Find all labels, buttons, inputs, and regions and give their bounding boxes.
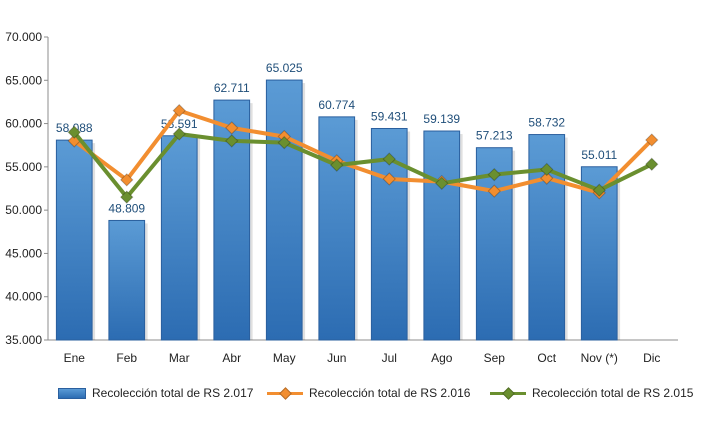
legend-line-swatch-2016: [267, 387, 303, 399]
bar-data-label: 59.431: [371, 109, 408, 123]
line-marker-point: [330, 158, 344, 172]
x-tick-label: Nov (*): [581, 351, 618, 365]
line-marker-point: [172, 103, 186, 118]
x-tick-label: Oct: [537, 351, 556, 365]
bar-data-label: 55.011: [581, 148, 617, 162]
y-tick-label: 50.000: [5, 203, 42, 217]
bar-data-labels: 58.08848.80958.59162.71165.02560.77459.4…: [56, 61, 618, 215]
bar: [55, 139, 93, 341]
legend: Recolección total de RS 2.017 Recolecció…: [0, 383, 724, 403]
bar-data-label: 58.732: [528, 116, 565, 130]
legend-item-2016: Recolección total de RS 2.016: [267, 383, 470, 403]
legend-label-2016: Recolección total de RS 2.016: [309, 386, 471, 400]
x-tick-label: Jun: [327, 351, 346, 365]
legend-bar-swatch: [58, 387, 86, 399]
x-tick-label: May: [273, 351, 296, 365]
line-marker-point: [277, 135, 291, 150]
x-tick-label: Jul: [382, 351, 397, 365]
line-marker-point: [225, 121, 239, 135]
line-marker-point: [487, 184, 501, 198]
line-marker-point: [540, 171, 554, 185]
x-tick-label: Feb: [116, 351, 137, 365]
legend-item-2015: Recolección total de RS 2.015: [490, 383, 693, 403]
x-tick-label: Dic: [643, 351, 660, 365]
x-tick-label: Abr: [222, 351, 241, 365]
y-tick-label: 40.000: [5, 290, 42, 304]
x-tick-label: Mar: [169, 351, 190, 365]
y-axis-tick-labels: 35.000 40.000 45.000 50.000 55.000 60.000 65.0…: [5, 30, 42, 347]
bar: [318, 116, 356, 341]
y-tick-label: 35.000: [5, 333, 42, 347]
axes: [44, 36, 678, 341]
line-marker-point: [487, 167, 501, 182]
legend-item-2017: Recolección total de RS 2.017: [58, 383, 253, 403]
line-marker-point: [382, 152, 396, 166]
y-tick-label: 45.000: [5, 246, 42, 260]
line-marker-point: [645, 133, 659, 147]
x-axis-tick-labels: Ene Feb Mar Abr May Jun Jul Ago Sep Oct Nov (*) Dic: [64, 351, 661, 365]
x-tick-label: Ago: [431, 351, 453, 365]
line-marker-point: [592, 183, 606, 197]
x-tick-label: Sep: [484, 351, 506, 365]
line-marker-point: [645, 157, 659, 171]
bar-data-label: 60.774: [318, 98, 355, 112]
bar: [160, 135, 198, 341]
bar-data-label: 65.025: [266, 61, 303, 75]
x-tick-label: Ene: [64, 351, 86, 365]
legend-line-swatch-2015: [490, 387, 526, 399]
y-tick-label: 65.000: [5, 73, 42, 87]
legend-label-2017: Recolección total de RS 2.017: [92, 386, 254, 400]
line-marker-point: [540, 162, 554, 177]
bar: [108, 219, 146, 341]
y-tick-label: 55.000: [5, 160, 42, 174]
bar-data-label: 48.809: [108, 201, 145, 215]
bar-data-label: 57.213: [476, 129, 513, 143]
line-path-2015: [72, 130, 653, 200]
line-path-2016: [73, 108, 654, 195]
line-series: [67, 103, 659, 204]
line-marker-point: [120, 190, 134, 204]
legend-label-2015: Recolección total de RS 2.015: [532, 386, 694, 400]
bar: [265, 79, 303, 341]
y-tick-label: 60.000: [5, 117, 42, 131]
line-marker-point: [225, 134, 239, 148]
line-marker-point: [67, 125, 81, 139]
line-marker-point: [120, 173, 134, 187]
bar: [423, 130, 461, 341]
line-marker-point: [435, 176, 449, 191]
bar-data-label: 62.711: [214, 81, 250, 95]
y-tick-label: 70.000: [5, 30, 42, 44]
line-marker-point: [382, 172, 396, 186]
bar-data-label: 59.139: [423, 112, 460, 126]
line-marker-point: [172, 127, 186, 141]
